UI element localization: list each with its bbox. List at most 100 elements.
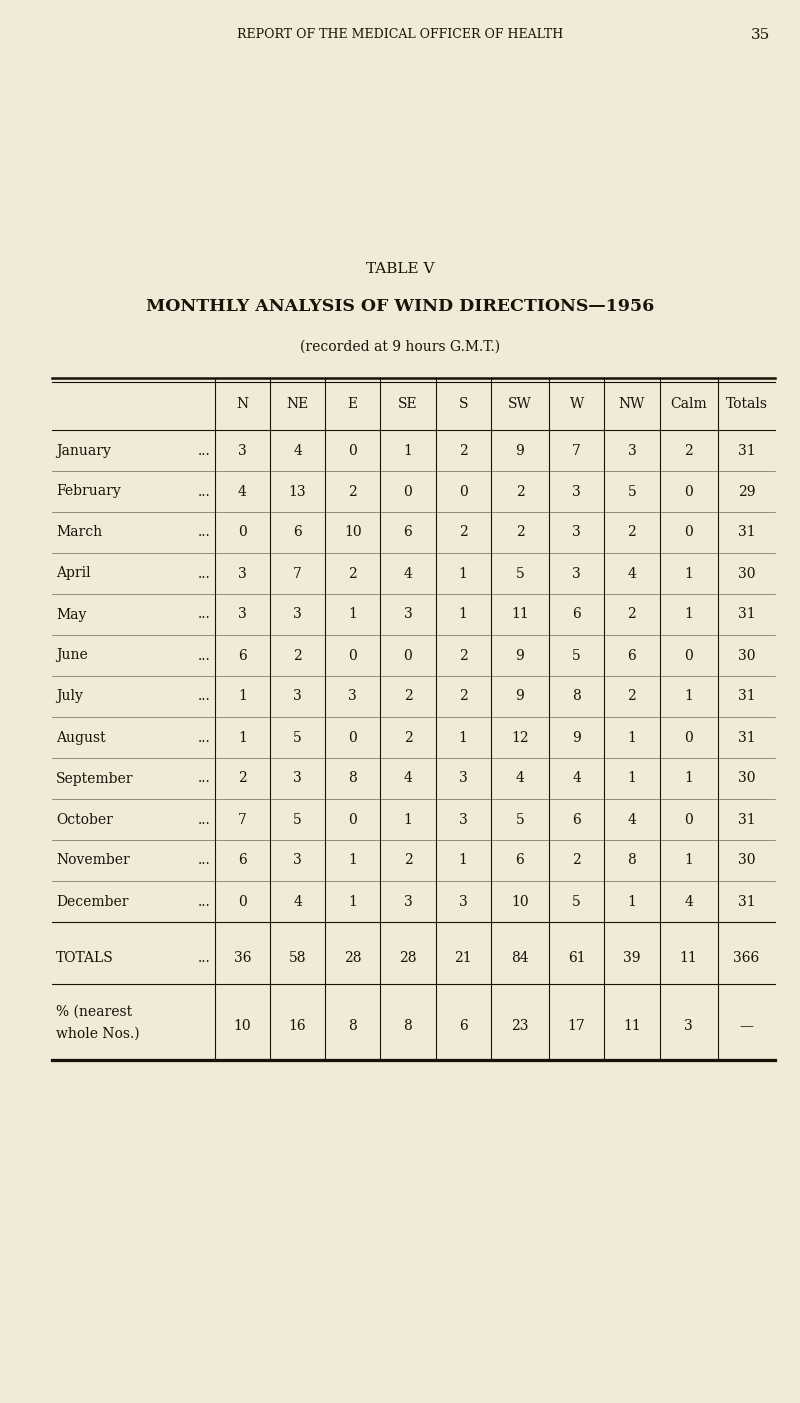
Text: 7: 7 [293,567,302,581]
Text: October: October [56,812,113,826]
Text: 9: 9 [515,648,524,662]
Text: 16: 16 [289,1019,306,1033]
Text: 7: 7 [238,812,246,826]
Text: 2: 2 [684,443,693,457]
Text: 9: 9 [572,731,581,745]
Text: 2: 2 [404,689,412,703]
Text: March: March [56,526,102,540]
Text: 2: 2 [348,484,357,498]
Text: 8: 8 [348,1019,357,1033]
Text: 5: 5 [572,648,581,662]
Text: 1: 1 [684,772,693,786]
Text: 11: 11 [511,607,529,622]
Text: 39: 39 [623,951,641,965]
Text: 5: 5 [515,812,524,826]
Text: 1: 1 [684,689,693,703]
Text: 6: 6 [515,853,524,867]
Text: S: S [458,397,468,411]
Text: 2: 2 [459,443,467,457]
Text: 3: 3 [238,607,246,622]
Text: ...: ... [198,484,210,498]
Text: 6: 6 [572,607,581,622]
Text: 31: 31 [738,812,755,826]
Text: ...: ... [198,772,210,786]
Text: ...: ... [198,951,210,965]
Text: 3: 3 [293,607,302,622]
Text: 3: 3 [627,443,636,457]
Text: 6: 6 [627,648,636,662]
Text: 4: 4 [627,567,636,581]
Text: 0: 0 [684,812,693,826]
Text: 1: 1 [238,731,246,745]
Text: 58: 58 [289,951,306,965]
Text: 31: 31 [738,443,755,457]
Text: ...: ... [198,443,210,457]
Text: 2: 2 [293,648,302,662]
Text: (recorded at 9 hours G.M.T.): (recorded at 9 hours G.M.T.) [300,340,500,354]
Text: 11: 11 [680,951,698,965]
Text: 0: 0 [684,731,693,745]
Text: 31: 31 [738,607,755,622]
Text: 6: 6 [459,1019,467,1033]
Text: 3: 3 [572,567,581,581]
Text: 3: 3 [404,607,412,622]
Text: 5: 5 [572,895,581,909]
Text: 84: 84 [511,951,529,965]
Text: 2: 2 [627,607,636,622]
Text: 0: 0 [404,484,412,498]
Text: 4: 4 [572,772,581,786]
Text: 366: 366 [734,951,759,965]
Text: 2: 2 [348,567,357,581]
Text: November: November [56,853,130,867]
Text: SW: SW [508,397,532,411]
Text: 3: 3 [348,689,357,703]
Text: 31: 31 [738,731,755,745]
Text: —: — [739,1019,754,1033]
Text: 3: 3 [572,526,581,540]
Text: 2: 2 [515,526,524,540]
Text: REPORT OF THE MEDICAL OFFICER OF HEALTH: REPORT OF THE MEDICAL OFFICER OF HEALTH [237,28,563,41]
Text: 35: 35 [750,28,770,42]
Text: ...: ... [198,853,210,867]
Text: 3: 3 [459,895,467,909]
Text: 2: 2 [459,648,467,662]
Text: 2: 2 [627,689,636,703]
Text: 4: 4 [684,895,693,909]
Text: whole Nos.): whole Nos.) [56,1027,140,1041]
Text: NE: NE [286,397,309,411]
Text: 1: 1 [627,895,636,909]
Text: ...: ... [198,648,210,662]
Text: ...: ... [198,895,210,909]
Text: 29: 29 [738,484,755,498]
Text: 3: 3 [293,772,302,786]
Text: February: February [56,484,121,498]
Text: 6: 6 [293,526,302,540]
Text: July: July [56,689,83,703]
Text: 5: 5 [515,567,524,581]
Text: ...: ... [198,607,210,622]
Text: 11: 11 [623,1019,641,1033]
Text: 0: 0 [348,443,357,457]
Text: 17: 17 [568,1019,586,1033]
Text: 1: 1 [458,731,468,745]
Text: 3: 3 [684,1019,693,1033]
Text: 8: 8 [627,853,636,867]
Text: 30: 30 [738,648,755,662]
Text: 1: 1 [684,853,693,867]
Text: 1: 1 [348,607,357,622]
Text: 12: 12 [511,731,529,745]
Text: 1: 1 [403,443,413,457]
Text: 8: 8 [572,689,581,703]
Text: 30: 30 [738,772,755,786]
Text: Totals: Totals [726,397,767,411]
Text: 0: 0 [238,526,246,540]
Text: December: December [56,895,129,909]
Text: September: September [56,772,134,786]
Text: 31: 31 [738,895,755,909]
Text: 3: 3 [293,853,302,867]
Text: 36: 36 [234,951,251,965]
Text: 1: 1 [403,812,413,826]
Text: 3: 3 [238,567,246,581]
Text: 1: 1 [458,607,468,622]
Text: 3: 3 [459,772,467,786]
